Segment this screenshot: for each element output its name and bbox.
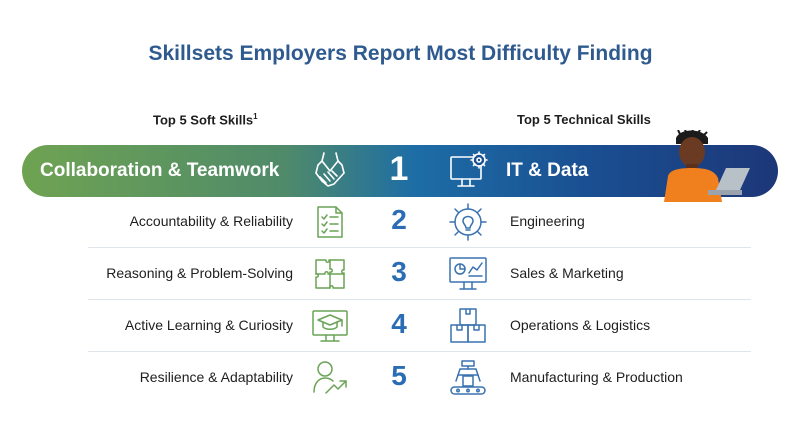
monitor-gear-icon <box>450 151 488 187</box>
person-laptop-illustration <box>664 130 750 202</box>
top-skill-banner <box>22 145 778 197</box>
soft-skill-5: Resilience & Adaptability <box>139 369 293 385</box>
soft-skill-1: Collaboration & Teamwork <box>40 160 280 181</box>
page-title: Skillsets Employers Report Most Difficul… <box>148 42 653 65</box>
robot-arm-icon <box>450 360 486 395</box>
tech-skill-2: Engineering <box>510 213 585 229</box>
growth-person-icon <box>313 361 347 394</box>
soft-skills-header: Top 5 Soft Skills1 <box>153 112 258 128</box>
puzzle-icon <box>315 259 345 289</box>
soft-skill-4: Active Learning & Curiosity <box>124 317 293 333</box>
analytics-monitor-icon <box>449 257 487 290</box>
row-divider <box>88 299 751 300</box>
technical-skills-header: Top 5 Technical Skills <box>517 112 651 127</box>
row-divider <box>88 247 751 248</box>
tech-skill-4: Operations & Logistics <box>510 317 651 333</box>
checklist-icon <box>317 206 343 238</box>
rank-3: 3 <box>391 256 407 287</box>
rank-2: 2 <box>391 204 407 235</box>
rank-1: 1 <box>389 150 409 188</box>
soft-skill-3: Reasoning & Problem-Solving <box>106 265 293 281</box>
rank-5: 5 <box>391 360 407 391</box>
row-divider <box>88 351 751 352</box>
graduation-cap-icon <box>312 310 348 342</box>
tech-skill-3: Sales & Marketing <box>510 265 624 281</box>
tech-skill-5: Manufacturing & Production <box>510 369 683 385</box>
rank-4: 4 <box>391 308 407 339</box>
boxes-icon <box>450 308 486 343</box>
tech-skill-1: IT & Data <box>506 160 589 181</box>
gear-bulb-icon <box>449 203 487 241</box>
handshake-icon <box>315 152 345 187</box>
soft-skill-2: Accountability & Reliability <box>129 213 293 229</box>
